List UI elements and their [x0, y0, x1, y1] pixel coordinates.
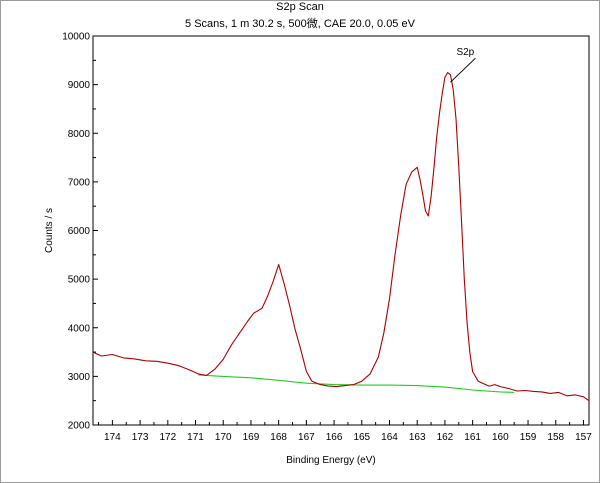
- x-tick-label: 168: [270, 432, 287, 443]
- x-tick-label: 164: [381, 432, 398, 443]
- x-tick-label: 167: [298, 432, 315, 443]
- y-tick-label: 10000: [62, 32, 90, 43]
- y-tick-label: 9000: [68, 80, 91, 91]
- x-tick-label: 161: [464, 432, 481, 443]
- x-tick-label: 162: [437, 432, 454, 443]
- x-tick-label: 170: [215, 432, 232, 443]
- y-tick-label: 7000: [68, 177, 91, 188]
- annotation-leader: [450, 57, 476, 83]
- x-tick-label: 169: [243, 432, 260, 443]
- background-line: [198, 374, 515, 393]
- y-tick-label: 2000: [68, 421, 91, 432]
- x-tick-label: 172: [159, 432, 176, 443]
- x-tick-label: 174: [104, 432, 121, 443]
- y-tick-label: 6000: [68, 226, 91, 237]
- y-tick-label: 3000: [68, 372, 91, 383]
- x-tick-label: 159: [520, 432, 537, 443]
- x-tick-label: 163: [409, 432, 426, 443]
- annotation-label: S2p: [456, 47, 474, 58]
- x-tick-label: 160: [492, 432, 509, 443]
- x-tick-label: 165: [353, 432, 370, 443]
- x-tick-label: 166: [326, 432, 343, 443]
- y-tick-label: 8000: [68, 129, 91, 140]
- y-tick-label: 4000: [68, 323, 91, 334]
- x-tick-label: 157: [575, 432, 592, 443]
- x-tick-label: 171: [187, 432, 204, 443]
- x-axis-label: Binding Energy (eV): [286, 455, 376, 466]
- y-axis-label: Counts / s: [44, 208, 55, 253]
- x-tick-label: 173: [132, 432, 149, 443]
- x-tick-label: 158: [547, 432, 564, 443]
- plot-area: [92, 35, 590, 426]
- chart-title: S2p Scan: [276, 1, 324, 13]
- spectrum-line: [92, 71, 590, 402]
- chart-subtitle: 5 Scans, 1 m 30.2 s, 500微, CAE 20.0, 0.0…: [185, 18, 415, 30]
- y-tick-label: 5000: [68, 275, 91, 286]
